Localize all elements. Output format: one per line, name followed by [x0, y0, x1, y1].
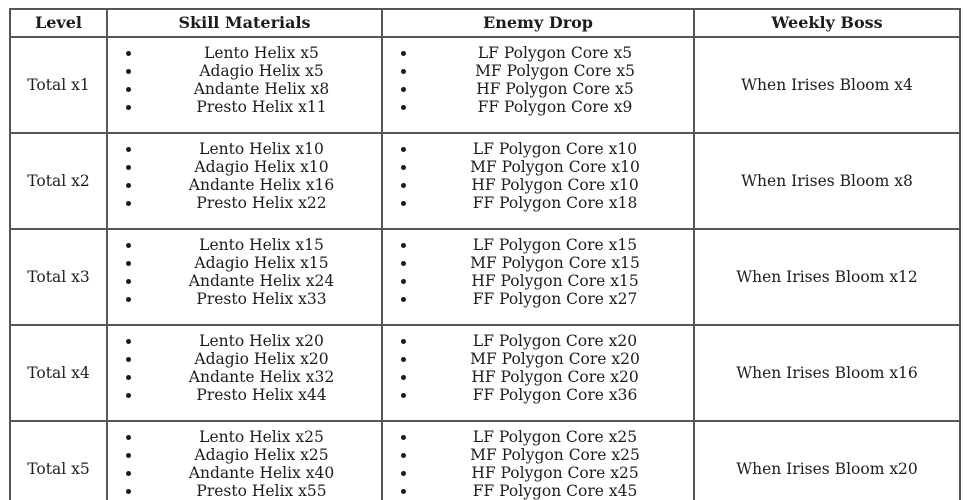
list-item: LF Polygon Core x25 [417, 428, 693, 446]
header-level: Level [9, 8, 108, 38]
table-row: Total x1 Lento Helix x5 Adagio Helix x5 … [9, 36, 961, 134]
header-skill-materials: Skill Materials [106, 8, 383, 38]
list-item: Presto Helix x11 [142, 98, 381, 116]
list-item: FF Polygon Core x9 [417, 98, 693, 116]
enemy-drop-cell: LF Polygon Core x10 MF Polygon Core x10 … [381, 132, 695, 230]
skill-materials-list: Lento Helix x5 Adagio Helix x5 Andante H… [108, 44, 381, 116]
list-item: Lento Helix x15 [142, 236, 381, 254]
skill-materials-cell: Lento Helix x15 Adagio Helix x15 Andante… [106, 228, 383, 326]
table-row: Total x2 Lento Helix x10 Adagio Helix x1… [9, 132, 961, 230]
list-item: Lento Helix x10 [142, 140, 381, 158]
list-item: MF Polygon Core x10 [417, 158, 693, 176]
list-item: HF Polygon Core x10 [417, 176, 693, 194]
list-item: LF Polygon Core x10 [417, 140, 693, 158]
enemy-drop-list: LF Polygon Core x5 MF Polygon Core x5 HF… [383, 44, 693, 116]
skill-materials-cell: Lento Helix x5 Adagio Helix x5 Andante H… [106, 36, 383, 134]
table-row: Total x5 Lento Helix x25 Adagio Helix x2… [9, 420, 961, 500]
list-item: Adagio Helix x10 [142, 158, 381, 176]
enemy-drop-list: LF Polygon Core x15 MF Polygon Core x15 … [383, 236, 693, 308]
weekly-boss-cell: When Irises Bloom x12 [693, 228, 961, 326]
list-item: HF Polygon Core x15 [417, 272, 693, 290]
list-item: MF Polygon Core x25 [417, 446, 693, 464]
enemy-drop-list: LF Polygon Core x25 MF Polygon Core x25 … [383, 428, 693, 500]
list-item: MF Polygon Core x5 [417, 62, 693, 80]
list-item: LF Polygon Core x5 [417, 44, 693, 62]
list-item: FF Polygon Core x27 [417, 290, 693, 308]
list-item: Presto Helix x55 [142, 482, 381, 500]
list-item: FF Polygon Core x18 [417, 194, 693, 212]
list-item: FF Polygon Core x36 [417, 386, 693, 404]
skill-materials-cell: Lento Helix x10 Adagio Helix x10 Andante… [106, 132, 383, 230]
list-item: Adagio Helix x5 [142, 62, 381, 80]
list-item: HF Polygon Core x20 [417, 368, 693, 386]
list-item: MF Polygon Core x20 [417, 350, 693, 368]
table-row: Total x4 Lento Helix x20 Adagio Helix x2… [9, 324, 961, 422]
list-item: Presto Helix x33 [142, 290, 381, 308]
weekly-boss-cell: When Irises Bloom x8 [693, 132, 961, 230]
level-cell: Total x1 [9, 36, 108, 134]
list-item: LF Polygon Core x20 [417, 332, 693, 350]
list-item: Lento Helix x20 [142, 332, 381, 350]
header-weekly-boss: Weekly Boss [693, 8, 961, 38]
enemy-drop-cell: LF Polygon Core x25 MF Polygon Core x25 … [381, 420, 695, 500]
list-item: Presto Helix x44 [142, 386, 381, 404]
list-item: Andante Helix x16 [142, 176, 381, 194]
table-row: Total x3 Lento Helix x15 Adagio Helix x1… [9, 228, 961, 326]
enemy-drop-list: LF Polygon Core x20 MF Polygon Core x20 … [383, 332, 693, 404]
skill-materials-cell: Lento Helix x20 Adagio Helix x20 Andante… [106, 324, 383, 422]
list-item: Lento Helix x25 [142, 428, 381, 446]
list-item: MF Polygon Core x15 [417, 254, 693, 272]
list-item: HF Polygon Core x5 [417, 80, 693, 98]
table-header-row: Level Skill Materials Enemy Drop Weekly … [9, 8, 961, 38]
list-item: Andante Helix x8 [142, 80, 381, 98]
weekly-boss-cell: When Irises Bloom x4 [693, 36, 961, 134]
level-cell: Total x5 [9, 420, 108, 500]
enemy-drop-list: LF Polygon Core x10 MF Polygon Core x10 … [383, 140, 693, 212]
skill-materials-list: Lento Helix x15 Adagio Helix x15 Andante… [108, 236, 381, 308]
list-item: Adagio Helix x20 [142, 350, 381, 368]
list-item: Adagio Helix x25 [142, 446, 381, 464]
enemy-drop-cell: LF Polygon Core x15 MF Polygon Core x15 … [381, 228, 695, 326]
list-item: HF Polygon Core x25 [417, 464, 693, 482]
skill-materials-list: Lento Helix x25 Adagio Helix x25 Andante… [108, 428, 381, 500]
list-item: Andante Helix x40 [142, 464, 381, 482]
skill-materials-list: Lento Helix x20 Adagio Helix x20 Andante… [108, 332, 381, 404]
skill-materials-list: Lento Helix x10 Adagio Helix x10 Andante… [108, 140, 381, 212]
list-item: Presto Helix x22 [142, 194, 381, 212]
weekly-boss-cell: When Irises Bloom x20 [693, 420, 961, 500]
upgrade-materials-table: Level Skill Materials Enemy Drop Weekly … [9, 8, 961, 500]
level-cell: Total x3 [9, 228, 108, 326]
enemy-drop-cell: LF Polygon Core x5 MF Polygon Core x5 HF… [381, 36, 695, 134]
list-item: FF Polygon Core x45 [417, 482, 693, 500]
list-item: Andante Helix x32 [142, 368, 381, 386]
list-item: Andante Helix x24 [142, 272, 381, 290]
list-item: Adagio Helix x15 [142, 254, 381, 272]
skill-materials-cell: Lento Helix x25 Adagio Helix x25 Andante… [106, 420, 383, 500]
enemy-drop-cell: LF Polygon Core x20 MF Polygon Core x20 … [381, 324, 695, 422]
header-enemy-drop: Enemy Drop [381, 8, 695, 38]
list-item: LF Polygon Core x15 [417, 236, 693, 254]
level-cell: Total x4 [9, 324, 108, 422]
weekly-boss-cell: When Irises Bloom x16 [693, 324, 961, 422]
level-cell: Total x2 [9, 132, 108, 230]
list-item: Lento Helix x5 [142, 44, 381, 62]
